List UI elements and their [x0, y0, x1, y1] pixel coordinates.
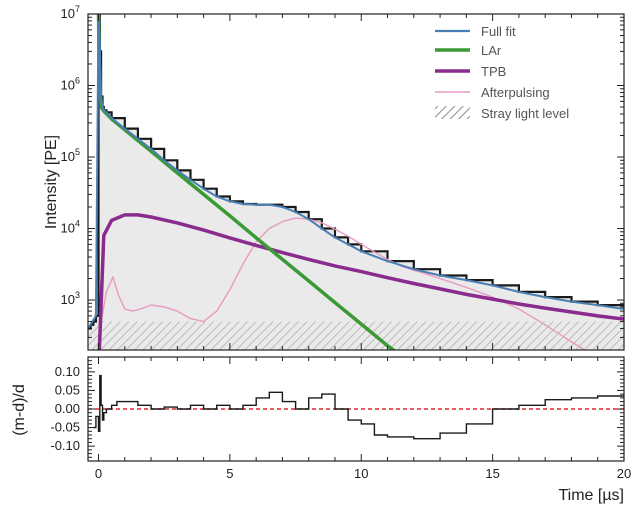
series-tpb — [97, 213, 624, 350]
series-afterpulsing — [97, 217, 585, 350]
x-tick-label: 15 — [485, 466, 499, 481]
legend-afterpulsing: Afterpulsing — [435, 85, 550, 100]
main-frame — [87, 13, 625, 351]
x-tick-label: 20 — [617, 466, 631, 481]
main-y-tick-base: 10 — [61, 6, 75, 21]
legend-label-stray-light: Stray light level — [481, 106, 569, 121]
legend-lar: LAr — [435, 43, 502, 58]
residual-y-ticks: 0.10 0.05 0.00 -0.05 -0.10 — [50, 360, 624, 458]
main-x-ticks — [98, 14, 625, 350]
main-y-tick-label: 106 — [61, 76, 80, 93]
main-y-tick-label: 103 — [61, 290, 80, 307]
legend-stray-light: Stray light level — [435, 106, 569, 121]
main-y-tick-base: 10 — [61, 292, 75, 307]
legend-tpb: TPB — [435, 64, 506, 79]
residual-y-axis-label: (m-d)/d — [11, 384, 28, 436]
main-y-tick-label: 104 — [61, 219, 80, 236]
residual-y-tick-label: 0.10 — [55, 364, 80, 379]
main-y-tick-base: 10 — [61, 221, 75, 236]
legend-full-fit: Full fit — [435, 24, 516, 39]
data-histogram-fill — [88, 14, 624, 350]
fit-curves — [88, 14, 624, 350]
legend-swatch-stray-light — [435, 106, 470, 119]
residual-y-tick-label: -0.05 — [50, 420, 80, 435]
data-histogram — [88, 14, 624, 330]
legend-label-lar: LAr — [481, 43, 502, 58]
residual-x-ticks: 0 5 10 15 20 — [95, 357, 631, 481]
main-y-axis-label: Intensity [PE] — [43, 135, 60, 229]
x-tick-label: 0 — [95, 466, 102, 481]
main-y-tick-exp: 3 — [75, 290, 80, 300]
x-axis-label: Time [µs] — [558, 487, 624, 504]
main-y-tick-label: 107 — [61, 4, 80, 21]
main-y-tick-base: 10 — [61, 149, 75, 164]
series-full-fit — [88, 14, 624, 330]
legend-label-full-fit: Full fit — [481, 24, 516, 39]
legend-label-afterpulsing: Afterpulsing — [481, 85, 550, 100]
x-tick-label: 5 — [226, 466, 233, 481]
residual-y-tick-label: -0.10 — [50, 438, 80, 453]
main-y-tick-exp: 5 — [75, 147, 80, 157]
main-y-tick-label: 105 — [61, 147, 80, 164]
main-y-tick-exp: 7 — [75, 4, 80, 14]
series-lar — [96, 14, 397, 350]
main-y-tick-exp: 6 — [75, 76, 80, 86]
main-y-tick-exp: 4 — [75, 219, 80, 229]
residual-y-tick-label: 0.05 — [55, 382, 80, 397]
main-y-tick-base: 10 — [61, 78, 75, 93]
residual-histogram — [93, 374, 624, 440]
legend: Full fit LAr TPB Afterpulsing Stray ligh… — [435, 24, 569, 121]
residual-panel: 0.100.050.00-0.05-0.10 0 5 10 15 20 (m-d)/d … — [11, 356, 631, 504]
x-tick-label: 10 — [354, 466, 368, 481]
legend-label-tpb: TPB — [481, 64, 506, 79]
residual-y-tick-label: 0.00 — [55, 401, 80, 416]
